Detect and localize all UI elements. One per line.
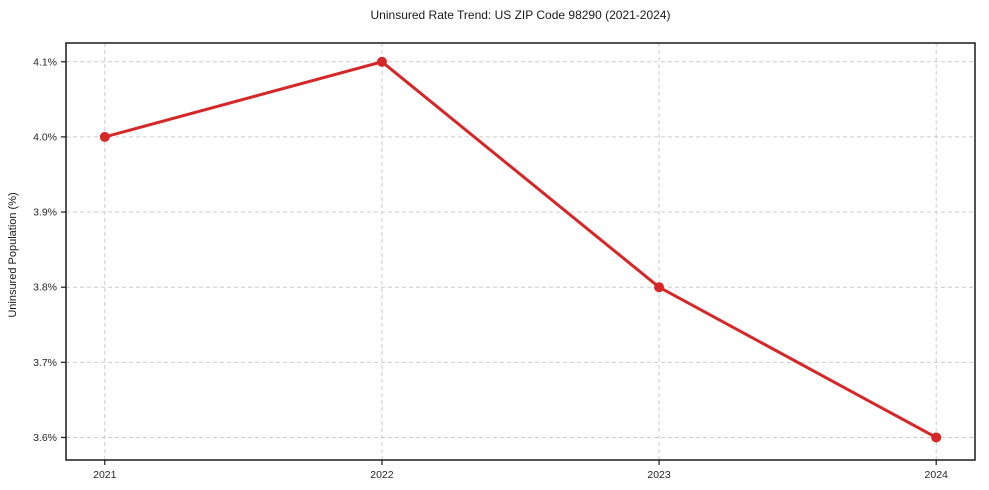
x-tick-label: 2021: [93, 469, 117, 481]
data-point-marker: [99, 131, 110, 142]
plot-border: [65, 42, 976, 461]
x-tick-label: 2023: [647, 469, 671, 481]
chart-title: Uninsured Rate Trend: US ZIP Code 98290 …: [370, 8, 671, 22]
y-tick-label: 3.7%: [33, 357, 57, 369]
trend-line: [103, 60, 938, 439]
y-tick-label: 4.1%: [33, 56, 57, 68]
data-point-marker: [376, 56, 387, 67]
y-tick-label: 3.8%: [33, 282, 57, 294]
y-tick-label: 4.0%: [33, 131, 57, 143]
x-tick-label: 2024: [925, 469, 949, 481]
data-point-marker: [931, 432, 942, 443]
y-tick-label: 3.6%: [33, 432, 57, 444]
x-tick-label: 2022: [370, 469, 394, 481]
y-tick-label: 3.9%: [33, 207, 57, 219]
data-point-marker: [654, 282, 665, 293]
